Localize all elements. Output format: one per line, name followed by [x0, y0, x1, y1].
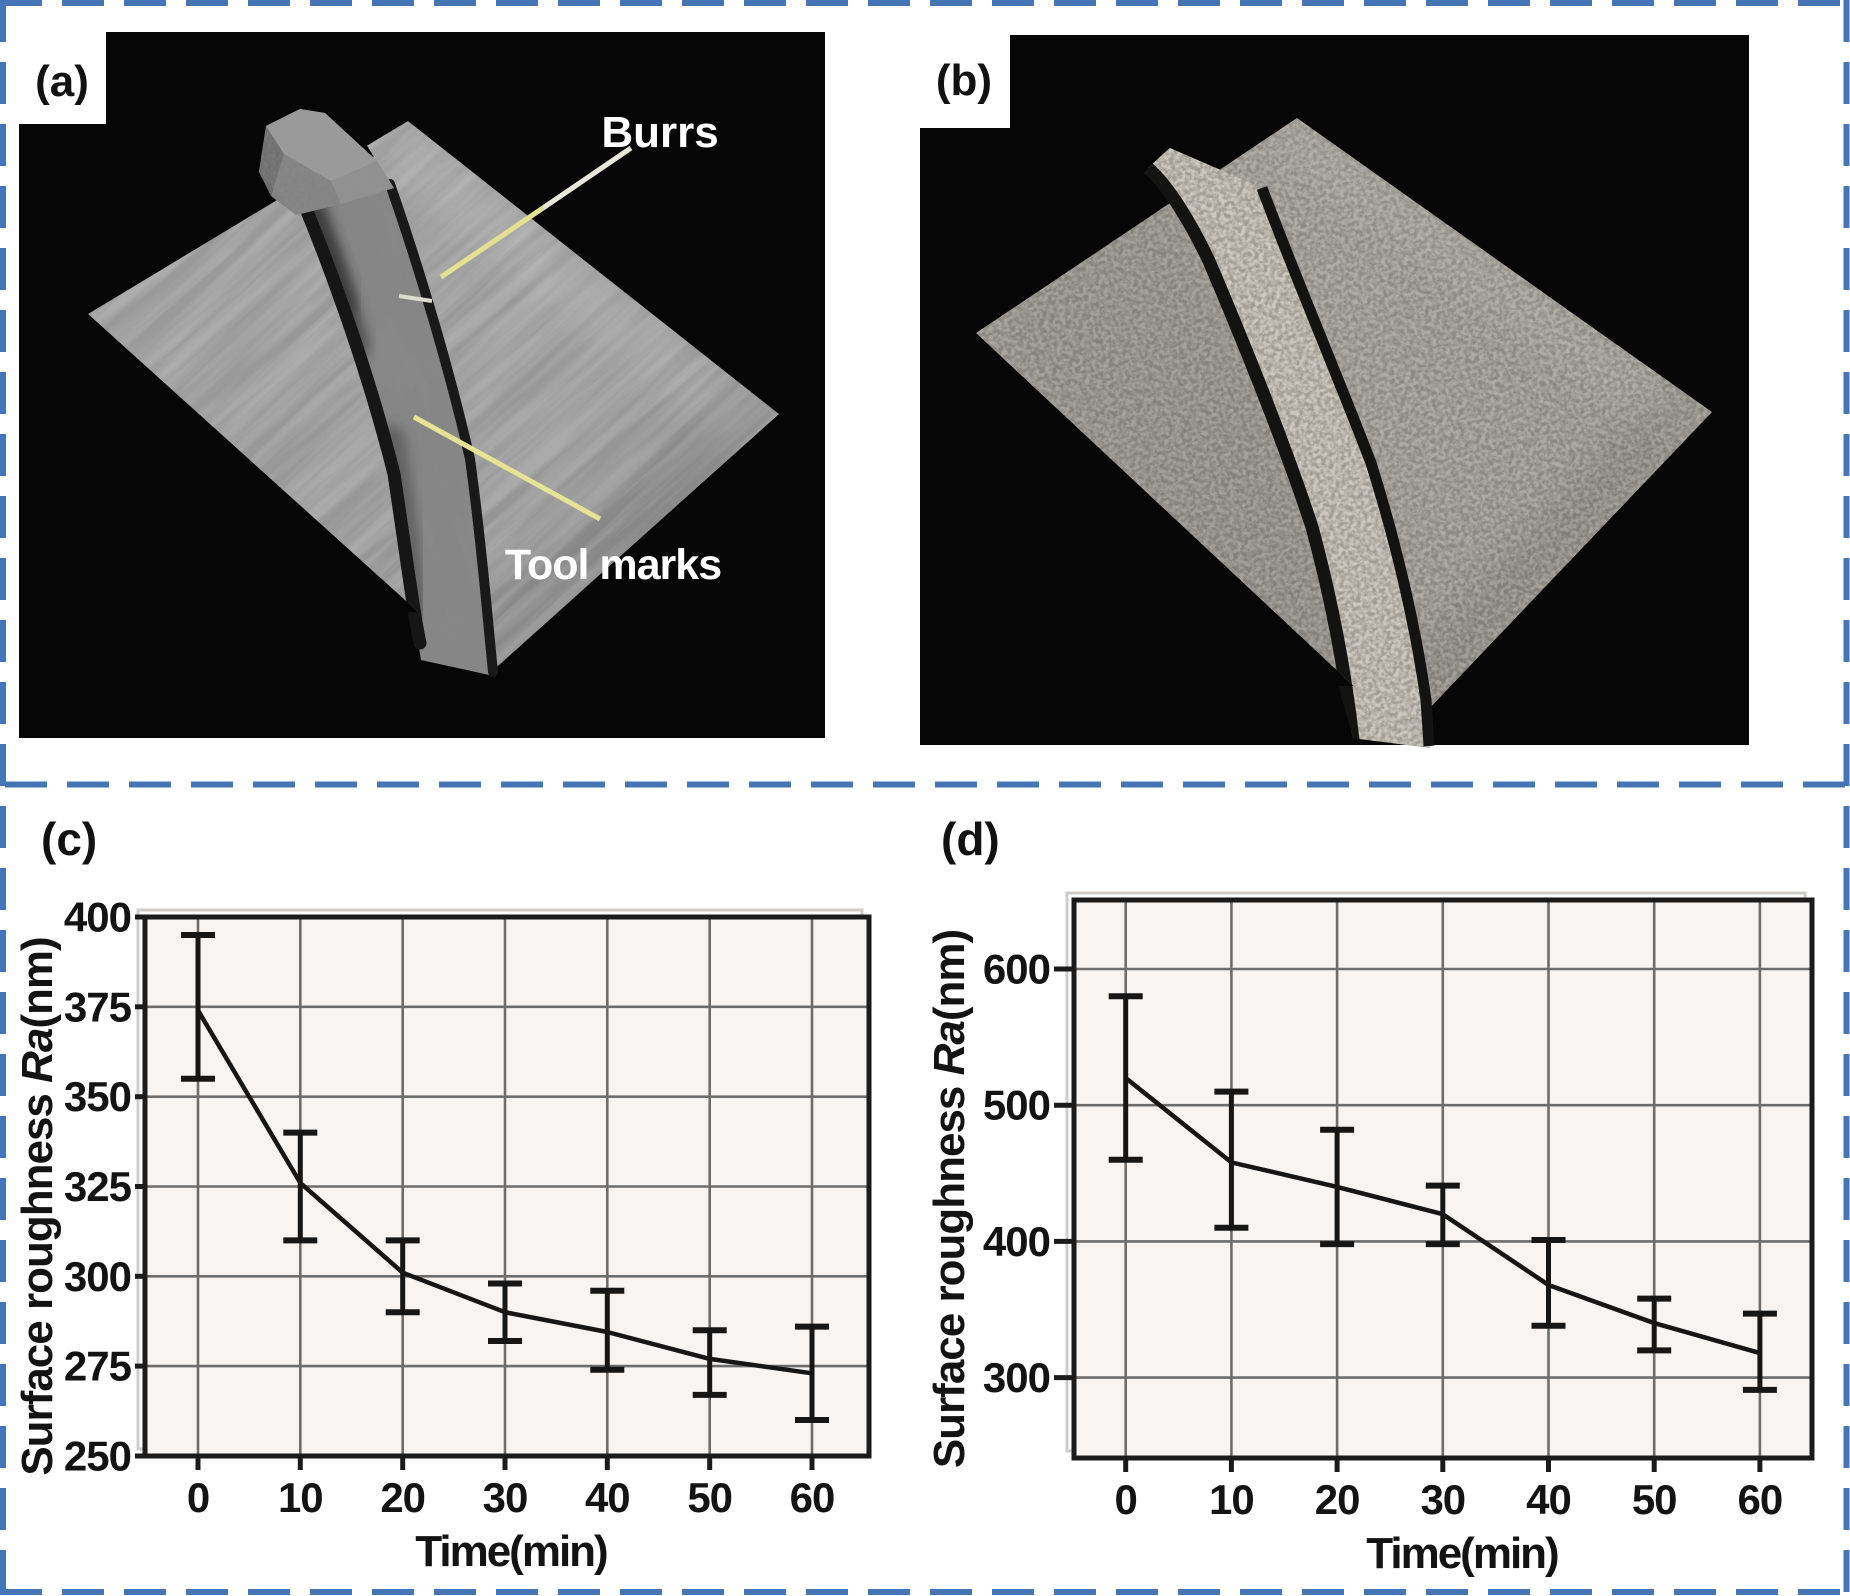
svg-text:10: 10: [278, 1474, 323, 1521]
svg-text:30: 30: [483, 1474, 528, 1521]
svg-text:Surface roughness Ra(nm): Surface roughness Ra(nm): [925, 930, 974, 1468]
svg-text:60: 60: [1738, 1476, 1783, 1523]
svg-text:10: 10: [1209, 1476, 1254, 1523]
svg-text:325: 325: [64, 1163, 132, 1210]
svg-text:Burrs: Burrs: [601, 108, 718, 157]
svg-text:Time(min): Time(min): [415, 1527, 607, 1576]
svg-text:400: 400: [983, 1218, 1050, 1265]
svg-text:250: 250: [64, 1433, 131, 1480]
svg-text:Tool marks: Tool marks: [505, 541, 721, 589]
svg-text:275: 275: [64, 1343, 132, 1390]
svg-text:Time(min): Time(min): [1366, 1529, 1558, 1578]
svg-text:40: 40: [1526, 1476, 1571, 1523]
svg-text:375: 375: [64, 983, 132, 1030]
svg-text:20: 20: [380, 1474, 425, 1521]
svg-text:0: 0: [1115, 1476, 1137, 1523]
svg-text:Surface roughness Ra(nm): Surface roughness Ra(nm): [13, 937, 62, 1475]
svg-text:(c): (c): [41, 813, 97, 865]
svg-text:300: 300: [983, 1354, 1050, 1401]
svg-text:400: 400: [64, 894, 131, 941]
svg-text:60: 60: [790, 1474, 835, 1521]
svg-text:50: 50: [687, 1474, 732, 1521]
svg-text:(a): (a): [35, 57, 89, 106]
svg-text:40: 40: [585, 1474, 630, 1521]
svg-text:20: 20: [1315, 1476, 1360, 1523]
svg-text:(b): (b): [936, 56, 992, 105]
svg-text:0: 0: [187, 1474, 209, 1521]
svg-text:(d): (d): [941, 813, 1000, 865]
svg-text:600: 600: [983, 946, 1050, 993]
svg-text:350: 350: [64, 1073, 131, 1120]
svg-text:50: 50: [1632, 1476, 1677, 1523]
svg-text:500: 500: [983, 1082, 1050, 1129]
svg-text:300: 300: [64, 1253, 131, 1300]
svg-text:30: 30: [1420, 1476, 1465, 1523]
